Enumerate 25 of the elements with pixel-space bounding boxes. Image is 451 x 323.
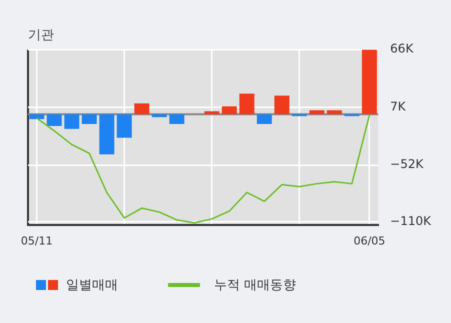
bar [152, 114, 167, 118]
y-tick-label: 66K [390, 42, 414, 56]
y-tick-label: −52K [390, 157, 424, 172]
bar [29, 114, 44, 120]
bar [309, 110, 324, 114]
legend-label: 일별매매 [66, 277, 118, 294]
legend-label: 누적 매매동향 [214, 277, 296, 294]
bar [116, 114, 132, 138]
bar [46, 114, 62, 126]
bar [239, 94, 254, 114]
bar [134, 103, 150, 114]
y-tick-label: 7K [390, 99, 407, 114]
bar [256, 114, 272, 124]
bar [169, 114, 184, 124]
bar [82, 114, 97, 124]
bar [362, 50, 377, 114]
y-tick-label: −110K [390, 214, 432, 228]
x-tick-label: 05/11 [20, 234, 53, 248]
bar [274, 96, 290, 114]
bar [99, 114, 114, 154]
bar [64, 114, 80, 129]
x-tick-label: 06/05 [354, 234, 386, 248]
bar [222, 106, 237, 114]
bar [326, 110, 342, 114]
chart-title: 기관 [28, 28, 54, 44]
